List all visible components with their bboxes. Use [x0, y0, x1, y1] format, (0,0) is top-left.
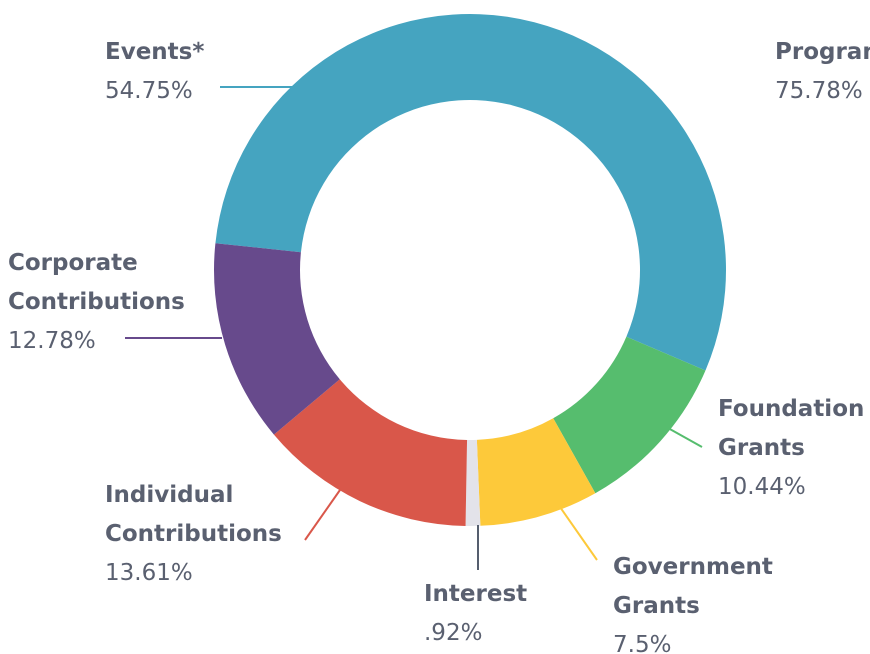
segment-value: 54.75% — [105, 78, 193, 104]
leader-line — [667, 427, 703, 448]
segment-value: 13.61% — [105, 560, 193, 586]
segment-name: Corporate Contributions — [8, 250, 185, 315]
segment-value: .92% — [424, 620, 483, 646]
label: Foundation Grants 10.44% — [718, 390, 870, 507]
label: Program 75.78% — [775, 33, 870, 111]
donut-segment — [553, 336, 706, 494]
segment-name: Program — [775, 39, 870, 65]
donut-segment — [213, 243, 340, 435]
leader-line — [304, 489, 341, 541]
segment-name: Individual Contributions — [105, 482, 282, 547]
label: Interest .92% — [424, 575, 564, 653]
label: Corporate Contributions 12.78% — [8, 244, 208, 361]
segment-value: 7.5% — [613, 632, 672, 654]
label: Events* 54.75% — [105, 33, 305, 111]
segment-value: 75.78% — [775, 78, 863, 104]
label: Government Grants 7.5% — [613, 548, 793, 654]
segment-name: Interest — [424, 581, 528, 607]
leader-line — [559, 506, 598, 561]
donut-segment — [215, 13, 726, 371]
segment-name: Events* — [105, 39, 205, 65]
donut-segment — [476, 418, 596, 526]
donut-segment — [465, 439, 481, 526]
segment-value: 10.44% — [718, 474, 806, 500]
leaders — [125, 86, 703, 570]
segment-name: Foundation Grants — [718, 396, 865, 461]
segment-name: Government Grants — [613, 554, 773, 619]
segment-value: 12.78% — [8, 328, 96, 354]
donut-segment — [273, 379, 468, 526]
label: Individual Contributions 13.61% — [105, 476, 305, 593]
